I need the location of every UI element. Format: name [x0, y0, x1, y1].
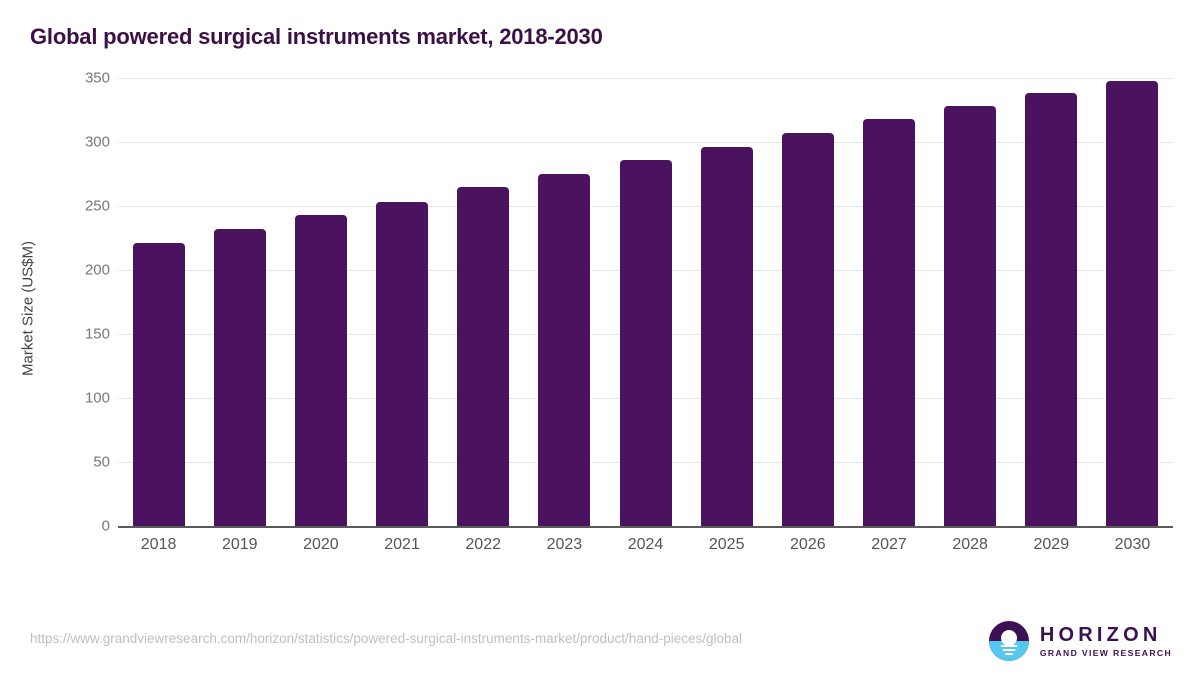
y-axis-tick-label: 50	[93, 453, 110, 471]
x-axis-tick-label-2029: 2029	[1033, 536, 1070, 553]
x-axis-tick-label-2018: 2018	[140, 536, 177, 553]
bar-2019[interactable]	[213, 229, 266, 526]
bar-slot	[443, 78, 524, 526]
gridline	[118, 142, 1173, 143]
y-axis-tick-label: 0	[101, 517, 110, 535]
x-axis-tick-label-2021: 2021	[384, 536, 420, 553]
logo-ray-2	[1002, 649, 1016, 651]
bar-2025[interactable]	[700, 147, 753, 526]
source-url[interactable]: https://www.grandviewresearch.com/horizo…	[30, 631, 743, 646]
bar-2020[interactable]	[294, 214, 347, 526]
bar-slot	[118, 78, 199, 526]
logo-tagline: GRAND VIEW RESEARCH	[1039, 647, 1172, 658]
bar-slot	[686, 78, 767, 526]
x-axis-tick-label-2030: 2030	[1114, 536, 1151, 553]
x-axis-tick-label-2024: 2024	[627, 536, 664, 553]
bar-series	[118, 78, 1173, 526]
bar-2022[interactable]	[457, 186, 510, 526]
brand-logo[interactable]: HORIZON GRAND VIEW RESEARCH	[988, 621, 1172, 661]
bar-slot	[199, 78, 280, 526]
x-axis-tick-label-2022: 2022	[465, 536, 501, 553]
logo-sea-shape	[988, 641, 1029, 661]
y-axis-label: Market Size (US$M)	[19, 240, 37, 377]
logo-name: HORIZON	[1039, 623, 1162, 646]
bar-slot	[848, 78, 929, 526]
bar-2029[interactable]	[1025, 93, 1078, 526]
x-axis-line	[118, 526, 1173, 528]
bar-slot	[930, 78, 1011, 526]
plot-canvas	[118, 78, 1173, 528]
y-axis-tick-label: 350	[84, 69, 110, 87]
y-axis-tick-label: 150	[84, 325, 110, 343]
logo-text: HORIZON GRAND VIEW RESEARCH	[1040, 625, 1172, 658]
bar-2023[interactable]	[538, 174, 591, 526]
y-axis-tick-label: 300	[84, 133, 110, 151]
x-axis-tick-label-2025: 2025	[708, 536, 745, 553]
y-axis-tick-label: 250	[84, 197, 110, 215]
bar-2018[interactable]	[132, 243, 185, 526]
x-axis-ticks: 2018 2019 2020 2021 2022 2023 2024 2025 2026 2027…	[118, 536, 1173, 554]
bar-slot	[524, 78, 605, 526]
bar-slot	[605, 78, 686, 526]
x-axis-tick-label-2020: 2020	[303, 536, 339, 553]
bar-slot	[1092, 78, 1173, 526]
y-axis-tick-label: 200	[84, 261, 110, 279]
bar-2026[interactable]	[781, 133, 834, 526]
bar-slot	[361, 78, 442, 526]
x-axis-tick-label-2028: 2028	[952, 536, 988, 553]
y-axis-ticks: 0 50 100 150 200 250 300 350	[58, 70, 110, 535]
x-axis-tick-label-2019: 2019	[221, 536, 258, 553]
bar-slot	[280, 78, 361, 526]
bar-2027[interactable]	[862, 118, 915, 526]
bar-2030[interactable]	[1106, 80, 1159, 526]
y-axis-tick-label: 100	[84, 389, 110, 407]
x-axis-tick-label-2027: 2027	[871, 536, 907, 553]
bar-2028[interactable]	[944, 106, 997, 526]
horizon-sunrise-icon	[988, 621, 1029, 661]
logo-sun-shape	[1000, 629, 1017, 646]
bar-2021[interactable]	[376, 202, 429, 526]
x-axis-tick-label-2023: 2023	[546, 536, 583, 553]
gridline	[118, 78, 1173, 79]
bar-2024[interactable]	[619, 159, 672, 526]
bar-slot	[1011, 78, 1092, 526]
chart-footer: https://www.grandviewresearch.com/horizo…	[0, 613, 1200, 675]
bar-slot	[767, 78, 848, 526]
logo-ray-3	[1004, 653, 1013, 655]
plot-area: Market Size (US$M) 0 50 100 150 200 250 300 350…	[0, 70, 1200, 598]
chart-title: Global powered surgical instruments mark…	[30, 24, 603, 49]
x-axis-tick-label-2026: 2026	[790, 536, 826, 553]
logo-ray-1	[1000, 645, 1018, 647]
